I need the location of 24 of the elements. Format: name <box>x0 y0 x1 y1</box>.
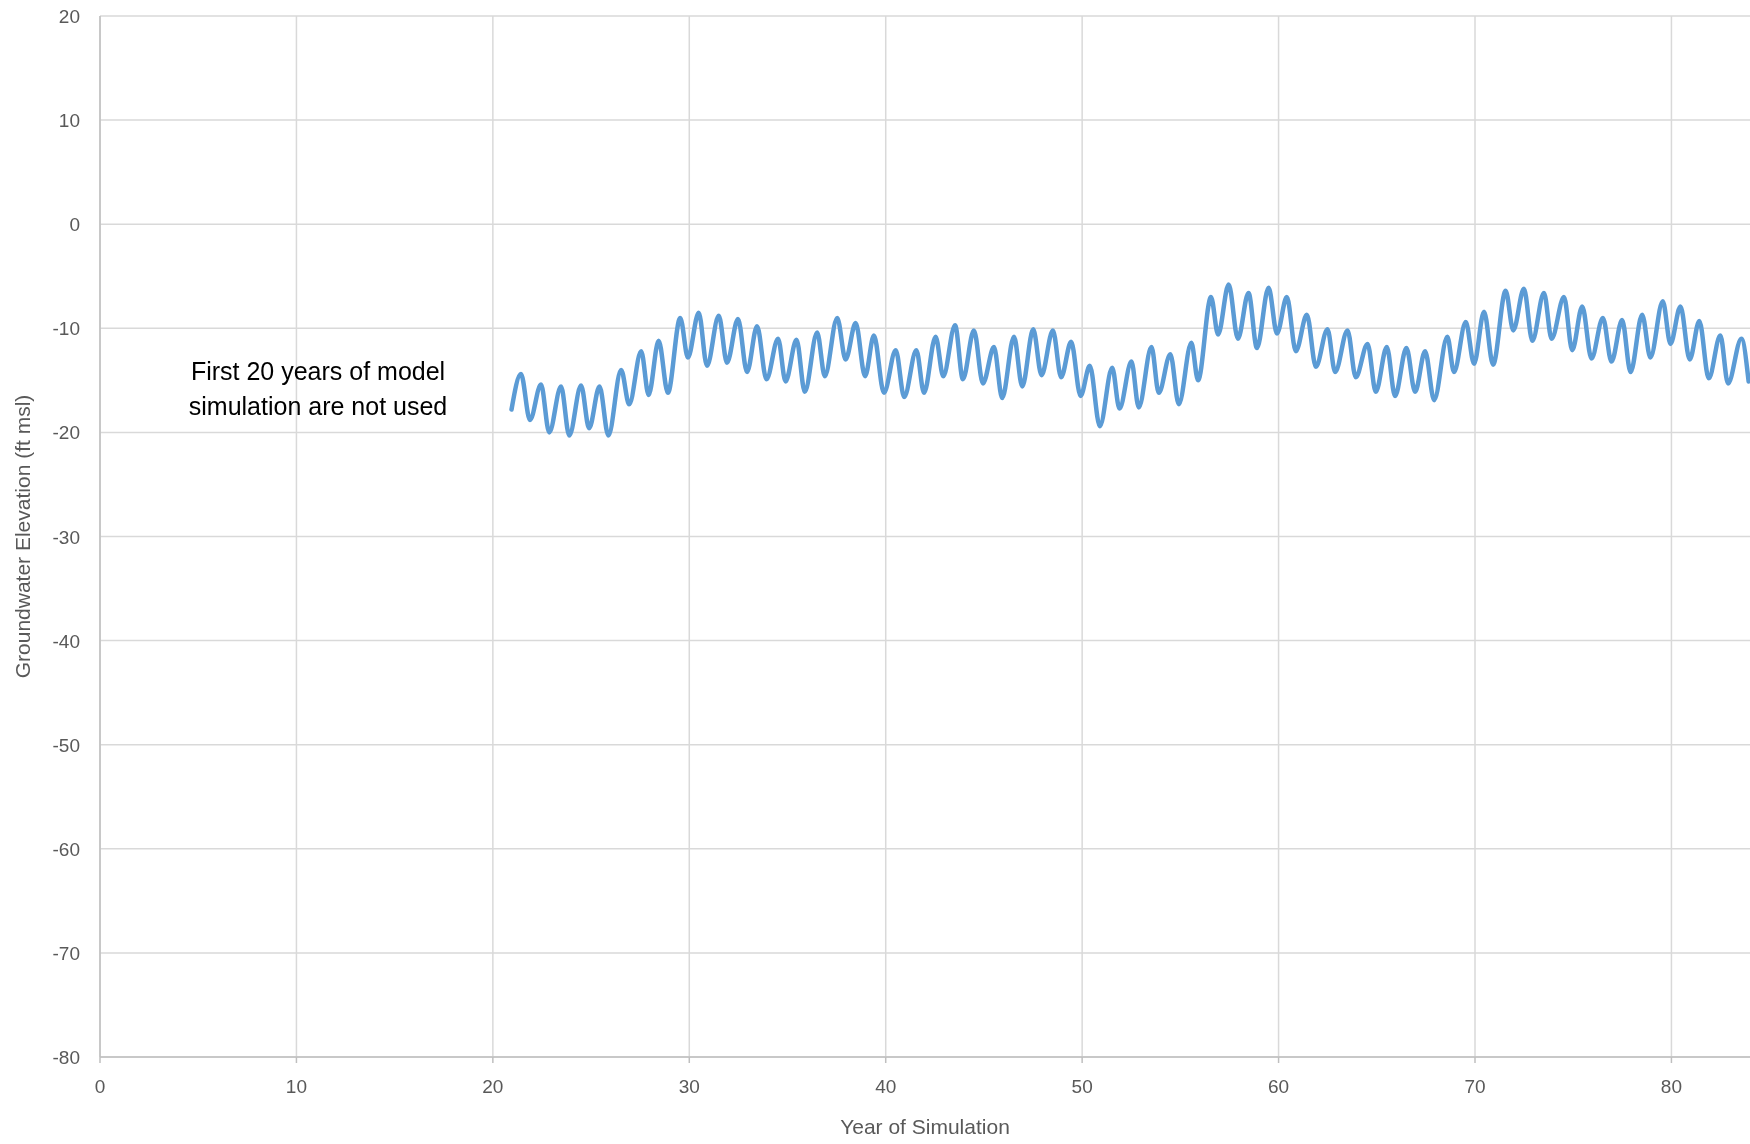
y-tick-label: -50 <box>52 734 80 756</box>
y-tick-label: -60 <box>52 838 80 860</box>
x-tick-label: 50 <box>1071 1076 1093 1097</box>
x-tick-label: 30 <box>678 1076 700 1097</box>
annotation: First 20 years of model simulation are not used <box>188 357 448 421</box>
y-axis-title: Groundwater Elevation (ft msl) <box>11 394 34 679</box>
y-tick-label: -40 <box>52 630 80 652</box>
line-series <box>509 282 1750 438</box>
x-tick-label: 80 <box>1660 1076 1682 1097</box>
y-tick-label: 20 <box>58 6 80 27</box>
x-tick-label: 0 <box>94 1076 106 1097</box>
y-tick-label: 0 <box>69 214 80 236</box>
x-tick-label: 70 <box>1464 1076 1486 1097</box>
y-tick-label: -70 <box>52 942 80 964</box>
y-tick-label: -10 <box>52 318 80 340</box>
y-tick-label: 10 <box>58 110 80 132</box>
x-axis-title: Year of Simulation <box>840 1115 1010 1138</box>
x-tick-label: 60 <box>1268 1076 1290 1097</box>
y-tick-label: -80 <box>52 1047 80 1068</box>
y-tick-label: -20 <box>52 422 80 444</box>
y-tick-label: -30 <box>52 526 80 548</box>
x-tick-label: 20 <box>482 1076 504 1097</box>
x-tick-label: 10 <box>285 1076 307 1097</box>
x-tick-label: 40 <box>875 1076 897 1097</box>
